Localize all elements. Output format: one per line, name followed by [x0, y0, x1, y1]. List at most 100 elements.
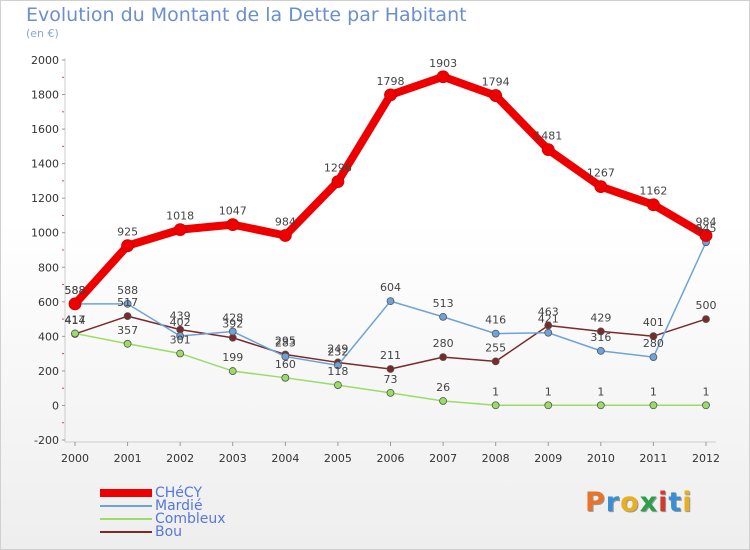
data-label: 984	[275, 215, 296, 228]
data-point	[386, 297, 395, 306]
chart-title: Evolution du Montant de la Dette par Hab…	[26, 4, 467, 26]
data-point	[649, 332, 658, 341]
data-point	[439, 397, 447, 405]
legend-label: Combleux	[155, 511, 226, 527]
data-point	[228, 367, 237, 375]
data-label: 211	[380, 349, 401, 362]
data-label: 232	[327, 345, 348, 358]
data-point	[596, 401, 605, 410]
data-label: 316	[590, 331, 611, 344]
data-label: 1	[492, 385, 499, 398]
data-label: 1	[545, 385, 552, 398]
chart-subtitle: (en €)	[26, 27, 59, 40]
data-point	[386, 388, 395, 397]
x-tick-label: 2008	[482, 452, 510, 465]
data-label: 255	[485, 341, 506, 354]
data-point	[384, 88, 397, 102]
data-label: 280	[433, 337, 454, 350]
data-point	[334, 361, 342, 370]
data-label: 439	[170, 310, 191, 323]
data-point	[226, 218, 240, 232]
data-label: 249	[327, 342, 348, 355]
data-point	[699, 229, 713, 242]
x-tick-label: 2007	[429, 452, 457, 465]
data-label: 392	[222, 318, 243, 331]
data-label: 500	[696, 299, 717, 312]
data-point	[541, 143, 555, 157]
data-point	[278, 229, 292, 242]
data-label: 463	[538, 305, 559, 318]
legend-swatch	[100, 531, 152, 533]
x-tick-label: 2004	[271, 452, 299, 465]
data-label: 1047	[219, 205, 247, 218]
proxiti-logo: Proxiti	[585, 487, 693, 518]
data-point	[281, 352, 290, 361]
y-tick-label: 1400	[31, 158, 59, 171]
y-tick-label: 1000	[31, 227, 59, 240]
data-label: 1018	[166, 210, 194, 223]
data-label: 280	[643, 337, 664, 350]
data-label: 160	[275, 358, 296, 371]
data-label: 1	[650, 385, 657, 398]
data-label: 588	[117, 284, 138, 297]
data-point	[334, 381, 342, 389]
data-point	[331, 175, 345, 189]
data-point	[596, 346, 605, 355]
data-label: 301	[170, 333, 191, 346]
data-label: 416	[485, 314, 506, 327]
data-point	[228, 327, 237, 336]
data-label: 118	[327, 365, 348, 378]
data-label: 588	[65, 284, 86, 297]
x-tick-label: 2010	[587, 452, 615, 465]
data-label: 357	[117, 324, 138, 337]
data-point	[491, 401, 500, 410]
data-label: 1794	[482, 76, 510, 89]
data-point	[71, 329, 79, 338]
data-label: 1	[703, 385, 710, 398]
data-point	[121, 239, 134, 253]
y-tick-label: 1200	[31, 192, 59, 205]
data-label: 604	[380, 281, 401, 294]
data-point	[173, 223, 187, 237]
data-label: 414	[65, 314, 86, 327]
data-label: 402	[170, 316, 191, 329]
legend-swatch	[100, 489, 152, 497]
data-point	[68, 297, 82, 311]
x-tick-label: 2001	[114, 452, 142, 465]
y-tick-label: 1600	[31, 123, 59, 136]
data-point	[176, 332, 185, 340]
y-tick-label: 600	[38, 296, 59, 309]
data-point	[436, 70, 450, 84]
data-label: 73	[384, 373, 398, 386]
legend-label: CHéCY	[155, 485, 202, 501]
data-point	[386, 365, 395, 373]
data-label: 1	[597, 385, 604, 398]
data-label: 295	[275, 335, 296, 348]
x-tick-label: 2000	[61, 452, 89, 465]
data-label: 421	[538, 313, 559, 326]
data-label: 945	[696, 222, 717, 235]
y-tick-label: 2000	[31, 54, 59, 67]
x-tick-label: 2005	[324, 452, 352, 465]
data-point	[544, 401, 553, 410]
y-tick-label: 1800	[31, 89, 59, 102]
data-label: 1267	[587, 167, 615, 180]
data-point	[491, 329, 500, 338]
data-point	[439, 312, 447, 321]
data-point	[702, 401, 710, 410]
x-tick-label: 2006	[377, 452, 405, 465]
data-point	[491, 357, 500, 366]
x-tick-label: 2009	[534, 452, 562, 465]
y-tick-label: -200	[34, 434, 59, 447]
data-point	[123, 299, 132, 308]
data-label: 588	[65, 284, 86, 297]
data-label: 1162	[639, 185, 667, 198]
series-line-0	[71, 72, 710, 308]
data-point	[123, 339, 132, 348]
x-tick-label: 2012	[692, 452, 720, 465]
data-label: 417	[65, 313, 86, 326]
legend-label: Mardié	[155, 498, 203, 514]
x-tick-label: 2003	[219, 452, 247, 465]
